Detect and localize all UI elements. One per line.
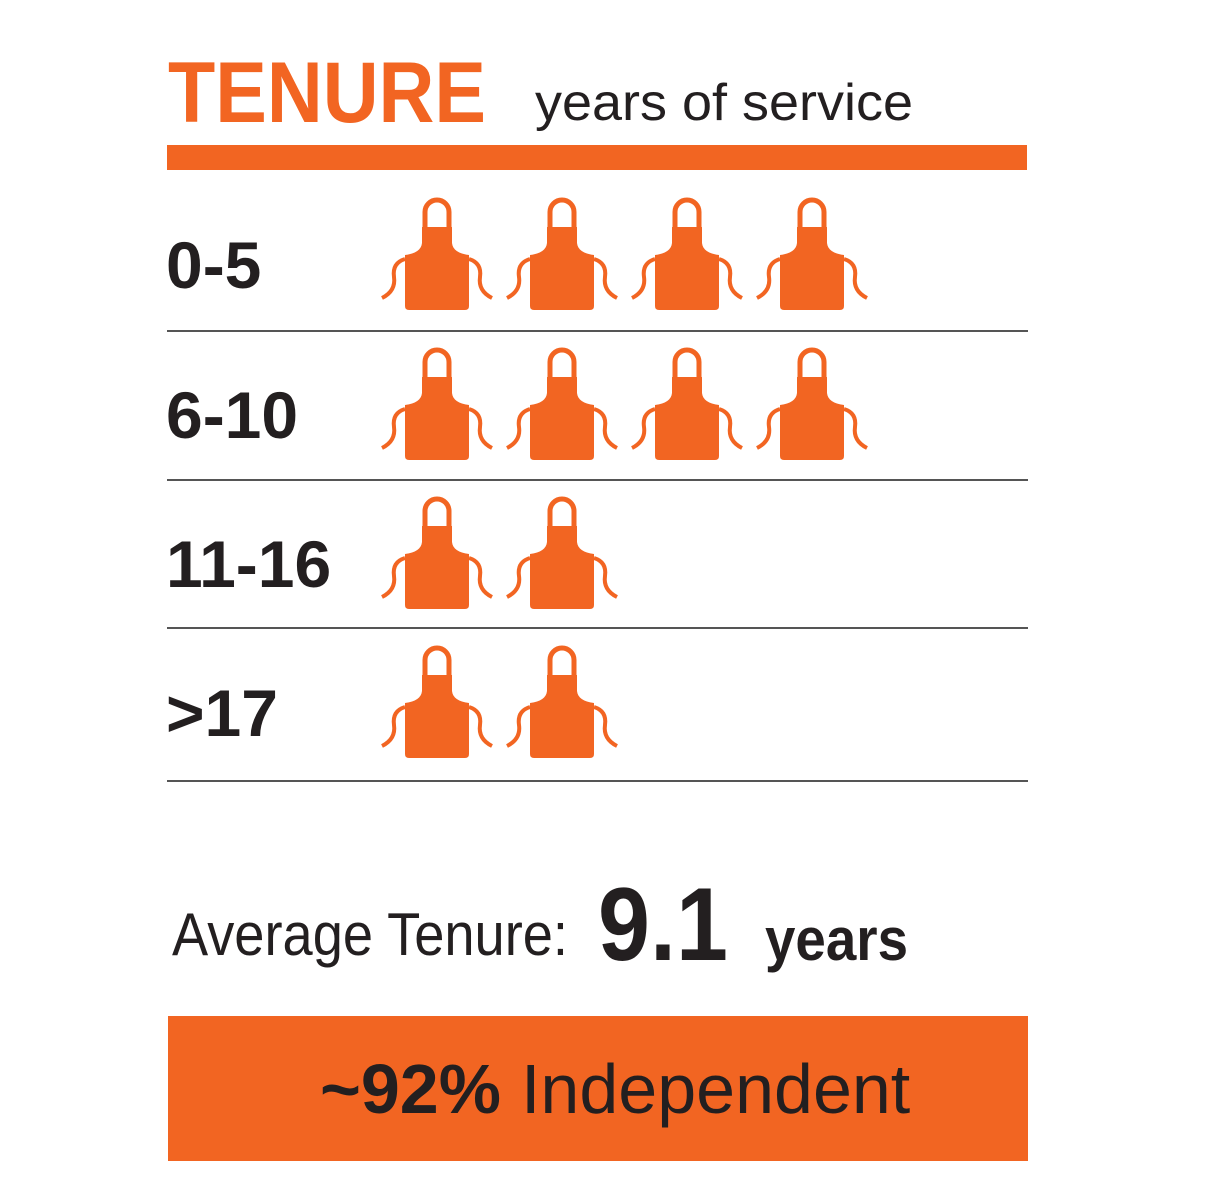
row-label: 11-16	[166, 527, 331, 601]
apron-string	[381, 257, 406, 300]
apron-icon	[506, 496, 618, 609]
apron-neck	[672, 347, 702, 383]
icon-row	[381, 347, 868, 460]
row-label: 0-5	[166, 228, 261, 302]
apron-icon	[631, 347, 743, 460]
chart-title: TENURE	[168, 45, 486, 141]
apron-string	[381, 556, 406, 599]
apron-string	[843, 407, 868, 450]
apron-string	[506, 257, 531, 300]
apron-string	[593, 257, 618, 300]
apron-body	[405, 227, 469, 310]
icon-row	[381, 645, 618, 758]
apron-body	[405, 526, 469, 609]
apron-body	[530, 526, 594, 609]
apron-string	[506, 705, 531, 748]
apron-string	[756, 407, 781, 450]
apron-string	[381, 407, 406, 450]
apron-body	[530, 227, 594, 310]
apron-neck	[547, 496, 577, 532]
banner	[168, 1016, 1028, 1161]
apron-icon	[381, 197, 493, 310]
apron-neck	[797, 197, 827, 233]
apron-string	[718, 257, 743, 300]
apron-icon	[631, 197, 743, 310]
row-label: >17	[166, 676, 278, 750]
apron-string	[756, 257, 781, 300]
apron-body	[530, 377, 594, 460]
apron-string	[468, 407, 493, 450]
apron-neck	[422, 197, 452, 233]
apron-neck	[422, 347, 452, 383]
apron-icon	[381, 645, 493, 758]
apron-icon	[381, 496, 493, 609]
apron-body	[780, 227, 844, 310]
apron-string	[718, 407, 743, 450]
apron-body	[780, 377, 844, 460]
apron-string	[843, 257, 868, 300]
apron-string	[468, 556, 493, 599]
apron-neck	[547, 197, 577, 233]
banner-value: ~92%	[320, 1050, 501, 1128]
icon-row	[381, 197, 868, 310]
summary-value: 9.1	[598, 867, 728, 983]
chart-subtitle: years of service	[535, 74, 913, 132]
apron-string	[593, 556, 618, 599]
apron-icon	[756, 347, 868, 460]
apron-neck	[547, 645, 577, 681]
apron-body	[655, 227, 719, 310]
rows: 0-5 6-10 11-16 >17	[166, 197, 1028, 782]
banner-label: Independent	[521, 1050, 910, 1128]
apron-neck	[422, 645, 452, 681]
banner-text: ~92% Independent	[320, 1050, 910, 1128]
apron-string	[593, 407, 618, 450]
apron-neck	[422, 496, 452, 532]
apron-neck	[672, 197, 702, 233]
summary-unit: years	[765, 906, 908, 973]
apron-icon	[506, 347, 618, 460]
apron-neck	[797, 347, 827, 383]
apron-body	[655, 377, 719, 460]
apron-string	[468, 705, 493, 748]
apron-neck	[547, 347, 577, 383]
apron-string	[506, 556, 531, 599]
apron-body	[405, 675, 469, 758]
row-label: 6-10	[166, 378, 298, 452]
apron-string	[593, 705, 618, 748]
apron-string	[381, 705, 406, 748]
apron-body	[405, 377, 469, 460]
apron-icon	[756, 197, 868, 310]
apron-body	[530, 675, 594, 758]
apron-string	[506, 407, 531, 450]
apron-icon	[506, 197, 618, 310]
icon-row	[381, 496, 618, 609]
summary-label: Average Tenure:	[172, 901, 568, 968]
title-rule	[167, 145, 1027, 170]
apron-string	[468, 257, 493, 300]
apron-string	[631, 257, 656, 300]
apron-string	[631, 407, 656, 450]
apron-icon	[506, 645, 618, 758]
apron-icon	[381, 347, 493, 460]
